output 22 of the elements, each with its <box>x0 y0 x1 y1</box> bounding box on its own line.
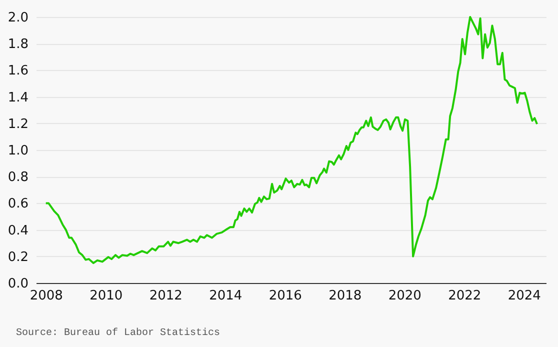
line-series <box>44 16 538 264</box>
x-tick-label: 2018 <box>328 288 362 304</box>
x-tick-label: 2024 <box>508 288 541 304</box>
y-tick-label: 0.4 <box>8 223 28 238</box>
x-tick-label: 2020 <box>388 288 422 304</box>
y-tick-label: 0.6 <box>8 196 28 212</box>
x-tick-label: 2012 <box>149 288 182 304</box>
y-tick-label: 0.0 <box>8 276 28 292</box>
y-tick-label: 1.8 <box>8 37 28 52</box>
x-tick-label: 2008 <box>30 288 63 304</box>
x-tick-label: 2016 <box>268 288 302 304</box>
y-tick-label: 1.2 <box>8 116 28 132</box>
y-tick-label: 1.0 <box>8 144 28 158</box>
y-tick-label: 2.0 <box>8 10 28 26</box>
x-tick-label: 2022 <box>448 288 482 304</box>
x-tick-label: 2014 <box>209 288 242 304</box>
y-tick-label: 0.2 <box>8 250 28 265</box>
y-tick-label: 0.8 <box>8 170 28 186</box>
source-note: Source: Bureau of Labor Statistics <box>16 327 220 339</box>
x-tick-label: 2010 <box>90 288 123 304</box>
y-tick-label: 1.4 <box>8 90 28 106</box>
y-tick-label: 1.6 <box>8 64 28 79</box>
